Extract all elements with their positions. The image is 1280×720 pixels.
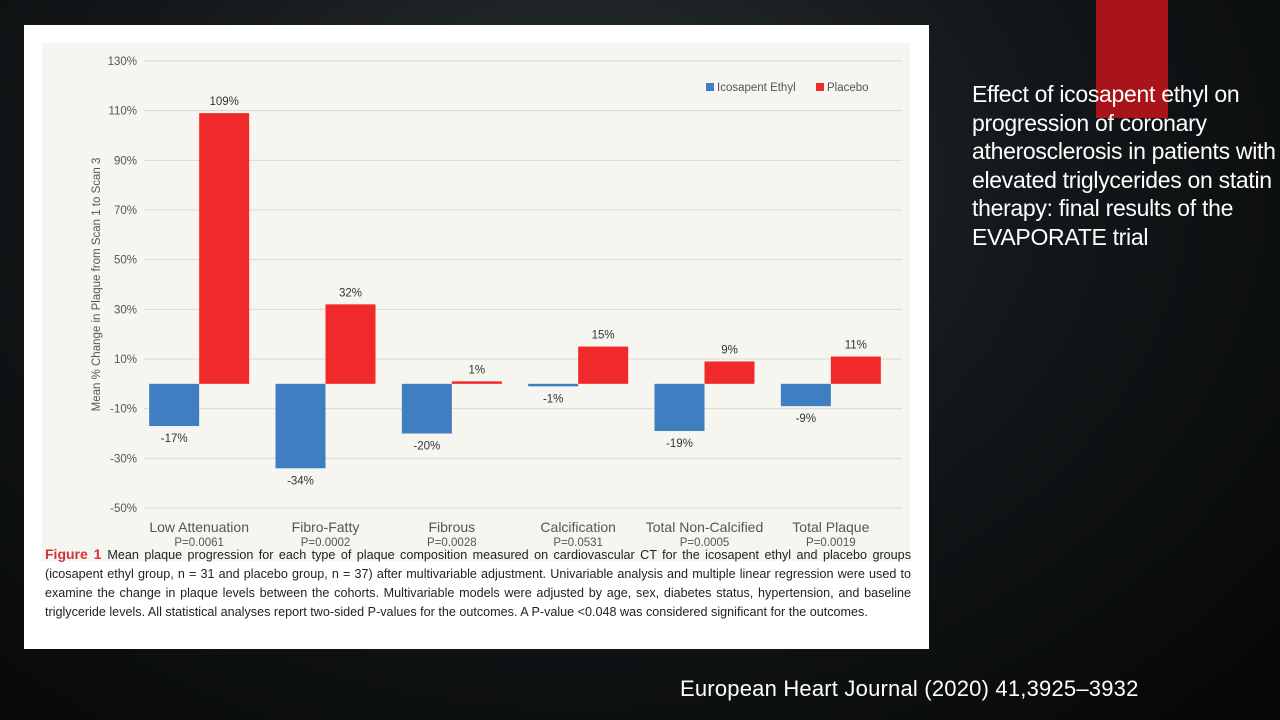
p-value-label: P=0.0531 <box>553 537 603 549</box>
p-value-label: P=0.0061 <box>174 537 224 549</box>
bar-placebo <box>199 113 250 384</box>
bar-icosapent <box>275 383 326 469</box>
category-label: Calcification <box>540 519 615 535</box>
data-label: 9% <box>721 344 738 356</box>
category-label: Fibro-Fatty <box>292 519 360 535</box>
chart-area: -50% -30% -10% 10% 30% 50% 70% 90% 110% 130% Mean … <box>42 43 910 561</box>
p-value-label: P=0.0005 <box>680 537 730 549</box>
data-label: 11% <box>845 340 867 352</box>
bar-placebo <box>830 356 881 384</box>
category-label: Total Plaque <box>792 519 869 535</box>
legend-swatch <box>706 83 714 91</box>
citation: European Heart Journal (2020) 41,3925–39… <box>680 676 1139 701</box>
p-value-label: P=0.0019 <box>806 537 856 549</box>
legend-label: Icosapent Ethyl <box>717 82 796 94</box>
accent-bar <box>1096 0 1168 118</box>
figure-caption-text: Mean plaque progression for each type of… <box>45 548 911 619</box>
bar-placebo <box>451 381 502 384</box>
bar-icosapent <box>401 383 452 434</box>
y-tick-label: 130% <box>108 56 137 68</box>
bar-icosapent <box>654 383 705 432</box>
bar-placebo <box>325 304 376 384</box>
y-tick-label: 70% <box>114 205 137 217</box>
data-label: -1% <box>543 393 563 405</box>
category-label: Fibrous <box>428 519 475 535</box>
data-label: 109% <box>209 96 238 108</box>
y-tick-label: 50% <box>114 255 137 267</box>
category-label: Total Non-Calcified <box>646 519 764 535</box>
data-label: 1% <box>469 364 486 376</box>
data-label: -17% <box>161 433 188 445</box>
data-label: 15% <box>592 330 615 342</box>
data-label: -20% <box>413 441 440 453</box>
y-tick-label: 30% <box>114 304 137 316</box>
y-tick-label: -10% <box>110 404 137 416</box>
bar-icosapent <box>149 383 200 427</box>
figure-caption: Figure 1 Mean plaque progression for each… <box>45 545 911 622</box>
figure-label: Figure 1 <box>45 546 102 562</box>
y-axis-label: Mean % Change in Plaque from Scan 1 to S… <box>91 158 103 412</box>
data-label: -19% <box>666 438 693 450</box>
y-tick-label: 10% <box>114 354 137 366</box>
category-label: Low Attenuation <box>149 519 249 535</box>
slide-title: Effect of icosapent ethyl on progression… <box>972 81 1276 250</box>
y-tick-label: -50% <box>110 503 137 515</box>
p-value-label: P=0.0002 <box>301 537 351 549</box>
bar-placebo <box>578 346 629 384</box>
bar-icosapent <box>780 383 831 407</box>
data-label: -34% <box>287 475 314 487</box>
data-label: -9% <box>796 413 816 425</box>
y-tick-label: -30% <box>110 453 137 465</box>
p-value-label: P=0.0028 <box>427 537 477 549</box>
bar-icosapent <box>528 383 579 387</box>
bar-placebo <box>704 361 755 384</box>
figure-panel: -50% -30% -10% 10% 30% 50% 70% 90% 110% 130% Mean … <box>24 25 929 649</box>
y-tick-label: 110% <box>108 106 137 118</box>
data-label: 32% <box>339 287 362 299</box>
legend-label: Placebo <box>827 82 869 94</box>
bar-chart: -50% -30% -10% 10% 30% 50% 70% 90% 110% 130% Mean … <box>91 56 902 549</box>
y-tick-label: 90% <box>114 155 137 167</box>
legend-swatch <box>816 83 824 91</box>
